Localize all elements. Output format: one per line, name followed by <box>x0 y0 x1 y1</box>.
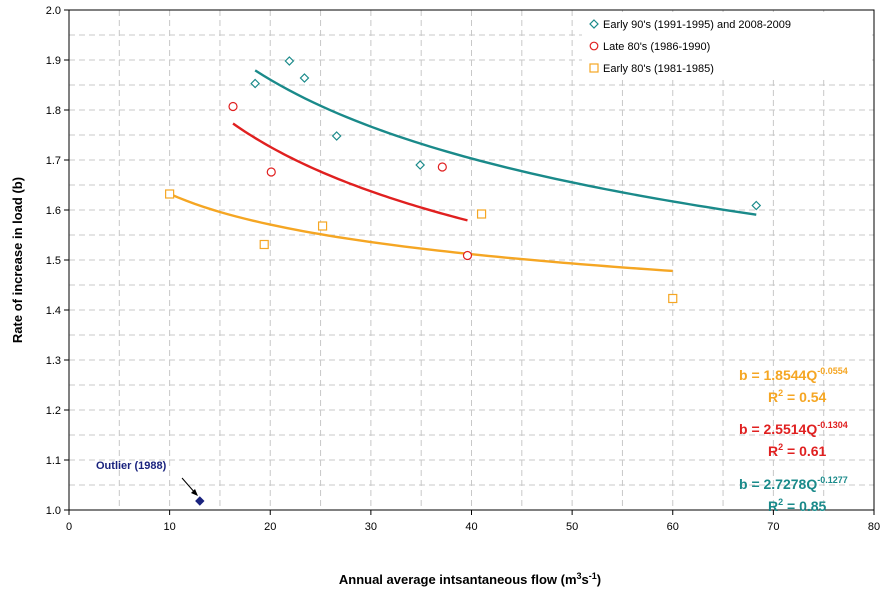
point-diamond-series-0 <box>415 160 426 170</box>
equation-early-90s: b = 2.7278Q-0.1277 R2 = 0.85 <box>739 475 848 514</box>
point-diamond-series-0 <box>751 200 762 211</box>
point-diamond-series-0 <box>331 131 342 141</box>
data-points <box>165 56 762 506</box>
y-tick-label: 2.0 <box>46 5 61 17</box>
outlier-arrow-head <box>191 489 198 496</box>
x-tick-label: 10 <box>164 521 176 533</box>
outlier-annotation: Outlier (1988) <box>96 460 198 496</box>
legend-entry-late-80s: Late 80's (1986-1990) <box>589 41 710 53</box>
y-tick-label: 1.9 <box>46 55 61 67</box>
y-tick-label: 1.0 <box>46 505 61 517</box>
legend-box <box>582 12 872 76</box>
point-square-series-2 <box>317 221 328 231</box>
equation-early-90s-formula: b = 2.7278Q-0.1277 <box>739 475 848 492</box>
outlier-point <box>195 496 205 506</box>
legend-marker-square <box>589 63 599 73</box>
y-axis-title: Rate of increase in load (b) <box>10 177 25 343</box>
fit-curves <box>169 69 757 273</box>
legend: Early 90's (1991-1995) and 2008-2009 Lat… <box>582 12 872 76</box>
point-square-series-2 <box>259 239 269 250</box>
legend-label-early-90s: Early 90's (1991-1995) and 2008-2009 <box>603 19 791 31</box>
legend-entry-early-80s: Early 80's (1981-1985) <box>589 63 714 75</box>
equation-late-80s: b = 2.5514Q-0.1304 R2 = 0.61 <box>739 420 848 459</box>
x-tick-label: 70 <box>767 521 779 533</box>
y-tick-label: 1.3 <box>46 355 61 367</box>
equation-late-80s-r2: R2 = 0.61 <box>768 442 827 459</box>
x-tick-label: 80 <box>868 521 880 533</box>
x-tick-label: 60 <box>667 521 679 533</box>
axis-ticks: 0 10 20 30 40 50 60 70 80 1.0 1.1 1.2 1.3 1.4 1.5 1.6 1.… <box>46 5 880 533</box>
regression-equations: b = 1.8544Q-0.0554 R2 = 0.54 b = 2.5514Q… <box>739 366 848 514</box>
grid <box>69 10 874 510</box>
point-circle-series-1 <box>266 167 276 177</box>
equation-early-80s: b = 1.8544Q-0.0554 R2 = 0.54 <box>739 366 848 405</box>
y-tick-label: 1.2 <box>46 405 61 417</box>
y-tick-label: 1.8 <box>46 105 61 117</box>
legend-label-late-80s: Late 80's (1986-1990) <box>603 41 710 53</box>
point-circle-series-1 <box>462 250 473 261</box>
fit-curve-series-2 <box>169 192 673 273</box>
legend-marker-diamond <box>589 19 599 29</box>
equation-early-80s-r2: R2 = 0.54 <box>768 388 827 405</box>
point-diamond-series-0 <box>299 73 310 83</box>
point-square-series-2 <box>476 209 487 219</box>
y-tick-label: 1.5 <box>46 255 61 267</box>
point-diamond-series-0 <box>250 78 261 89</box>
outlier-label: Outlier (1988) <box>96 460 167 472</box>
x-tick-label: 40 <box>465 521 477 533</box>
point-circle-series-1 <box>437 162 447 172</box>
equation-early-90s-r2: R2 = 0.85 <box>768 497 827 514</box>
y-tick-label: 1.7 <box>46 155 61 167</box>
fit-curve-series-1 <box>232 122 468 222</box>
y-tick-label: 1.6 <box>46 205 61 217</box>
point-diamond-series-0 <box>284 56 295 66</box>
x-tick-label: 30 <box>365 521 377 533</box>
fit-curve-series-0 <box>254 69 757 216</box>
equation-early-80s-formula: b = 1.8544Q-0.0554 <box>739 366 848 383</box>
x-axis-title: Annual average intsantaneous flow (m3s-1… <box>339 571 601 587</box>
x-tick-label: 50 <box>566 521 578 533</box>
y-tick-label: 1.1 <box>46 455 61 467</box>
equation-late-80s-formula: b = 2.5514Q-0.1304 <box>739 420 848 437</box>
legend-entry-early-90s: Early 90's (1991-1995) and 2008-2009 <box>589 19 791 31</box>
point-circle-series-1 <box>228 101 238 112</box>
y-tick-label: 1.4 <box>46 305 61 317</box>
legend-label-early-80s: Early 80's (1981-1985) <box>603 63 714 75</box>
x-tick-label: 20 <box>264 521 276 533</box>
x-tick-label: 0 <box>66 521 72 533</box>
point-square-series-2 <box>165 189 175 199</box>
point-square-series-2 <box>668 293 678 304</box>
legend-marker-circle <box>589 41 599 51</box>
